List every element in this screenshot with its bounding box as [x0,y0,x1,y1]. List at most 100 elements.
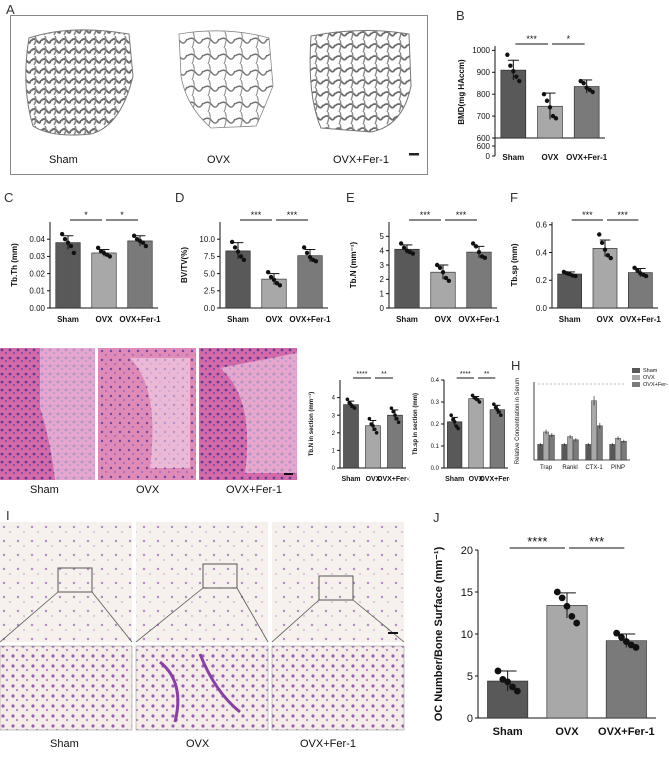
point-g2-0-4 [456,426,460,431]
he-stain-panel: Sham OVX OVX+Fer-1 [0,348,300,498]
bar-g2-1 [468,398,484,469]
point-g2-0-2 [452,420,457,424]
point-j-1-4 [573,619,581,627]
point-d-1-0 [265,270,271,275]
bar-b-2 [573,86,600,139]
bar-b-0 [500,69,527,139]
y-tick-label-e-3: 3 [380,261,385,270]
x-label-j-0: Sham [493,726,523,738]
y-tick-label-g2-4: 0.4 [431,378,440,384]
trap-stain-images [0,522,405,731]
y-break-label-b-0: 0 [486,152,491,161]
point-d-1-4 [277,283,283,288]
y-tick-label-d-4: 10.0 [199,235,215,244]
microct-ovx-fer1 [309,29,412,133]
point-b-1-0 [541,91,547,97]
sig-label-f-1: *** [617,210,628,220]
point-j-0-2 [504,678,512,686]
microct-sham [25,29,134,136]
point-e-1-3 [443,275,449,281]
y-tick-label-j-4: 20 [461,545,473,557]
point-d-0-1 [232,245,238,250]
bar-j-2 [605,640,647,719]
he-caption-sham: Sham [30,484,59,496]
point-f-2-1 [635,268,640,273]
trap-high-sham [0,645,133,731]
panel-label-c: C [4,190,14,205]
he-caption-ovx: OVX [136,484,160,496]
point-e-1-2 [440,269,446,275]
point-d-2-2 [307,254,313,260]
bar-h-0-2 [549,434,555,461]
point-f-2-0 [632,265,637,270]
point-e-1-4 [446,278,452,283]
y-tick-label-j-0: 0 [467,713,473,725]
x-label-g2-2: OVX+Fer-1 [479,476,510,483]
x-label-c-2: OVX+Fer-1 [119,315,161,324]
point-e-0-1 [401,245,407,250]
point-b-0-4 [517,78,522,84]
bar-g1-0 [343,404,359,469]
sig-label-c-1: * [120,210,124,220]
point-d-0-4 [241,257,247,263]
bar-e-0 [394,248,420,309]
y-tick-label-g2-3: 0.3 [431,400,440,406]
point-d-1-1 [268,274,274,280]
point-e-1-1 [437,265,443,271]
point-d-2-4 [313,259,319,264]
microct-panel: Sham OVX OVX+Fer-1 [10,15,428,175]
point-b-0-2 [511,68,516,74]
microct-ovx [178,30,274,129]
panel-label-i: I [6,508,10,523]
bar-h-1-2 [573,439,579,461]
point-j-2-0 [613,629,621,637]
he-caption-ovx-fer1: OVX+Fer-1 [226,484,282,496]
y-tick-label-b-1: 700 [477,112,491,121]
y-tick-label-g2-1: 0.1 [431,444,440,450]
sig-label-d-1: *** [287,210,298,220]
x-label-g2-1: OVX [469,476,484,483]
bar-f-0 [557,273,582,309]
y-tick-label-e-4: 4 [380,246,385,255]
y-tick-label-b-3: 900 [477,68,491,77]
point-g1-2-3 [394,416,399,421]
point-f-1-3 [605,253,611,258]
y-tick-label-b-4: 1000 [472,46,490,55]
x-label-e-2: OVX+Fer-1 [458,315,500,324]
x-label-e-0: Sham [396,315,418,324]
x-label-f-1: OVX [597,315,615,324]
trap-caption-ovx: OVX [186,738,210,750]
point-d-0-2 [235,249,241,254]
bar-h-2-0 [585,444,592,461]
y-tick-label-e-2: 2 [380,275,385,284]
x-label-d-0: Sham [227,315,249,324]
y-tick-label-f-0: 0.0 [536,304,548,313]
legend-swatch-h-1 [632,375,640,380]
legend-label-h-0: Sham [643,368,658,374]
sig-label-g2-0: **** [460,371,471,378]
y-tick-label-b-0: 600 [477,134,491,143]
point-e-1-0 [434,262,440,268]
point-g1-2-1 [391,409,396,414]
point-c-0-0 [59,231,65,237]
point-j-1-0 [553,588,561,596]
y-axis-label-d: BV/TV(%) [180,247,189,283]
chart-tb-sp: 0.0 0.2 0.4 0.6 Sham OVX OVX+Fer-1 *** *** Tb.sp … [510,210,661,324]
bar-c-0 [55,242,81,309]
x-label-c-1: OVX [96,315,114,324]
chart-serum: Trap Rankl CTX-1 PINP Relative Concentration… [515,368,668,471]
y-tick-label-g1-4: 4 [332,396,336,402]
y-tick-label-d-1: 2.5 [204,287,216,296]
point-j-1-3 [568,612,576,620]
scale-bar [409,153,419,156]
point-g2-1-4 [477,400,482,404]
bar-h-3-1 [615,437,621,461]
trap-scale-bar [388,632,398,634]
legend-swatch-h-2 [632,382,640,387]
x-label-b-2: OVX+Fer-1 [566,153,608,162]
x-label-d-2: OVX+Fer-1 [289,315,331,324]
point-c-0-4 [71,250,77,256]
chart-bv-tv: 0.0 2.5 5.0 7.5 10.0 Sham OVX OVX+Fer-1 *** *** BV… [180,210,331,324]
x-label-g1-0: Sham [341,476,360,483]
x-label-f-0: Sham [559,315,581,324]
